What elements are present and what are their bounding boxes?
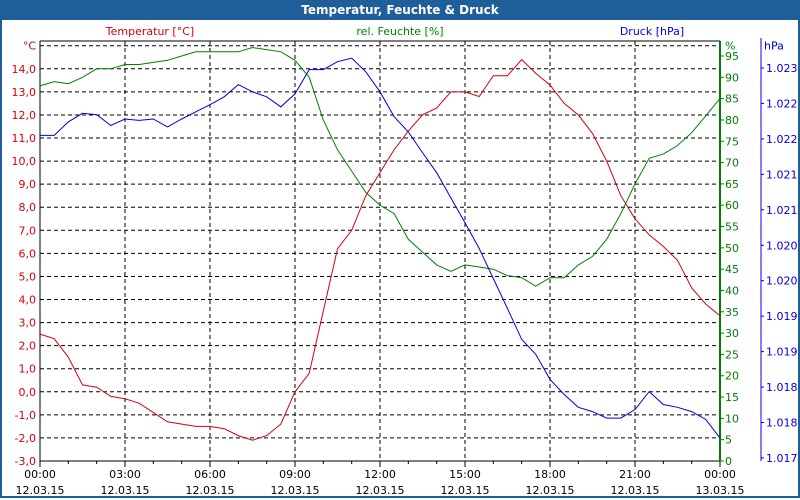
x-tick-date: 12.03.15 <box>101 484 150 497</box>
pressure-tick-label: 1.021 <box>766 204 798 217</box>
humidity-tick-label: 25 <box>725 348 739 361</box>
temperature-tick-label: 3,0 <box>19 317 37 330</box>
pressure-tick-label: 1.021 <box>766 168 798 181</box>
temperature-tick-label: -3,0 <box>15 455 36 468</box>
humidity-tick-label: 15 <box>725 391 739 404</box>
pressure-tick-label: 1.022 <box>766 133 798 146</box>
pressure-tick-label: 1.020 <box>766 239 798 252</box>
x-tick-date: 12.03.15 <box>356 484 405 497</box>
humidity-tick-label: 55 <box>725 221 739 234</box>
x-tick-date: 12.03.15 <box>16 484 65 497</box>
humidity-tick-label: 40 <box>725 284 739 297</box>
pressure-tick-label: 1.017 <box>766 452 798 465</box>
pressure-unit: hPa <box>764 40 784 53</box>
humidity-unit: % <box>725 40 735 53</box>
x-tick-time: 18:00 <box>534 468 566 481</box>
temperature-tick-label: 13,0 <box>12 86 37 99</box>
temperature-tick-label: 10,0 <box>12 155 37 168</box>
humidity-tick-label: 30 <box>725 327 739 340</box>
pressure-tick-label: 1.022 <box>766 97 798 110</box>
humidity-tick-label: 70 <box>725 157 739 170</box>
pressure-tick-label: 1.020 <box>766 275 798 288</box>
pressure-tick-label: 1.019 <box>766 310 798 323</box>
pressure-tick-label: 1.018 <box>766 417 798 430</box>
temperature-tick-label: 8,0 <box>19 201 37 214</box>
x-tick-date: 13.03.15 <box>696 484 745 497</box>
temperature-tick-label: 5,0 <box>19 270 37 283</box>
series-line-temperature <box>39 58 721 441</box>
x-tick-time: 12:00 <box>364 468 396 481</box>
x-tick-date: 12.03.15 <box>611 484 660 497</box>
series-line-pressure <box>40 57 721 439</box>
series-line-humidity <box>39 46 721 287</box>
x-tick-date: 12.03.15 <box>441 484 490 497</box>
pressure-tick-label: 1.018 <box>766 381 798 394</box>
temperature-unit: °C <box>23 40 37 53</box>
x-tick-time: 21:00 <box>619 468 651 481</box>
pressure-tick-label: 1.019 <box>766 346 798 359</box>
temperature-tick-label: 9,0 <box>19 178 37 191</box>
x-tick-time: 00:00 <box>704 468 736 481</box>
temperature-tick-label: -1,0 <box>15 409 36 422</box>
x-tick-time: 03:00 <box>109 468 141 481</box>
humidity-tick-label: 45 <box>725 263 739 276</box>
humidity-tick-label: 85 <box>725 93 739 106</box>
humidity-tick-label: 20 <box>725 370 739 383</box>
temperature-tick-label: 2,0 <box>19 340 37 353</box>
temperature-tick-label: 7,0 <box>19 224 37 237</box>
humidity-tick-label: 35 <box>725 306 739 319</box>
pressure-tick-label: 1.023 <box>766 62 798 75</box>
temperature-tick-label: 4,0 <box>19 294 37 307</box>
temperature-tick-label: 12,0 <box>12 109 37 122</box>
x-tick-time: 06:00 <box>194 468 226 481</box>
legend-pressure: Druck [hPa] <box>620 25 684 38</box>
humidity-tick-label: 60 <box>725 199 739 212</box>
temperature-tick-label: 14,0 <box>12 63 37 76</box>
x-tick-time: 00:00 <box>24 468 56 481</box>
humidity-tick-label: 95 <box>725 50 739 63</box>
legend-humidity: rel. Feuchte [%] <box>356 25 443 38</box>
x-tick-date: 12.03.15 <box>526 484 575 497</box>
x-tick-time: 15:00 <box>449 468 481 481</box>
window-title: Temperatur, Feuchte & Druck <box>0 0 800 20</box>
temperature-tick-label: -2,0 <box>15 432 36 445</box>
humidity-tick-label: 75 <box>725 135 739 148</box>
x-tick-date: 12.03.15 <box>271 484 320 497</box>
humidity-tick-label: 80 <box>725 114 739 127</box>
legend-temperature: Temperatur [°C] <box>105 25 194 38</box>
temperature-tick-label: 0,0 <box>19 386 37 399</box>
humidity-tick-label: 0 <box>725 455 732 468</box>
temperature-tick-label: 6,0 <box>19 247 37 260</box>
humidity-tick-label: 10 <box>725 412 739 425</box>
x-tick-time: 09:00 <box>279 468 311 481</box>
humidity-tick-label: 90 <box>725 71 739 84</box>
humidity-tick-label: 65 <box>725 178 739 191</box>
humidity-tick-label: 50 <box>725 242 739 255</box>
temperature-tick-label: 11,0 <box>12 132 37 145</box>
temperature-tick-label: 1,0 <box>19 363 37 376</box>
x-tick-date: 12.03.15 <box>186 484 235 497</box>
humidity-tick-label: 5 <box>725 434 732 447</box>
